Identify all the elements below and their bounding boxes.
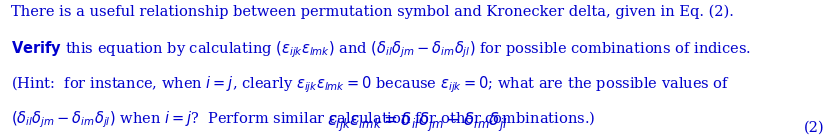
- Text: (2): (2): [803, 120, 824, 134]
- Text: $\varepsilon_{ijk}\varepsilon_{lmk} = \delta_{il}\delta_{jm} - \delta_{im}\delta: $\varepsilon_{ijk}\varepsilon_{lmk} = \d…: [327, 111, 508, 134]
- Text: (Hint:  for instance, when $i = j$, clearly $\varepsilon_{ijk}\varepsilon_{lmk} : (Hint: for instance, when $i = j$, clear…: [11, 74, 730, 95]
- Text: There is a useful relationship between permutation symbol and Kronecker delta, g: There is a useful relationship between p…: [11, 4, 734, 19]
- Text: $(\delta_{il}\delta_{jm} - \delta_{im}\delta_{jl})$ when $i = j$?  Perform simil: $(\delta_{il}\delta_{jm} - \delta_{im}\d…: [11, 109, 595, 130]
- Text: $\mathbf{Verify}$ this equation by calculating $(\varepsilon_{ijk}\varepsilon_{l: $\mathbf{Verify}$ this equation by calcu…: [11, 39, 751, 60]
